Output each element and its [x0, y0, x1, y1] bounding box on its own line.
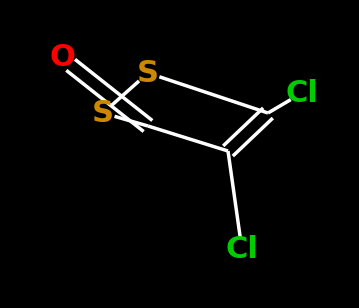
Text: Cl: Cl: [285, 79, 318, 107]
Text: S: S: [137, 59, 159, 87]
Text: O: O: [49, 43, 75, 72]
Text: S: S: [92, 99, 114, 128]
Text: Cl: Cl: [225, 236, 258, 265]
